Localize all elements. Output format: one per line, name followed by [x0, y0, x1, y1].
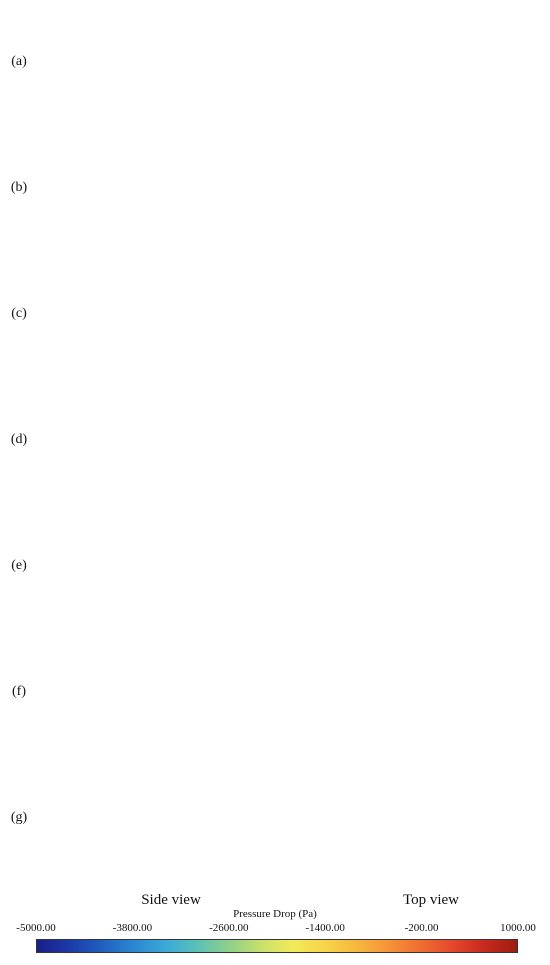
colorbar [36, 939, 518, 953]
colorbar-tick: -1400.00 [305, 922, 345, 934]
row-label: (b) [10, 180, 28, 195]
row-label: (c) [11, 306, 27, 321]
colorbar-title: Pressure Drop (Pa) [233, 908, 317, 920]
row-label: (e) [11, 558, 27, 573]
colorbar-tick: -5000.00 [16, 922, 56, 934]
row-label: (a) [11, 54, 27, 69]
row-label: (f) [12, 684, 26, 699]
top-view-label: Top view [402, 892, 460, 908]
colorbar-tick: 1000.00 [500, 922, 536, 934]
colorbar-tick: -3800.00 [112, 922, 153, 934]
row-label: (g) [10, 810, 28, 825]
side-view-label: Side view [141, 892, 201, 908]
row-label: (d) [10, 432, 28, 447]
colorbar-tick: -200.00 [404, 922, 439, 934]
colorbar-tick: -2600.00 [209, 922, 249, 934]
